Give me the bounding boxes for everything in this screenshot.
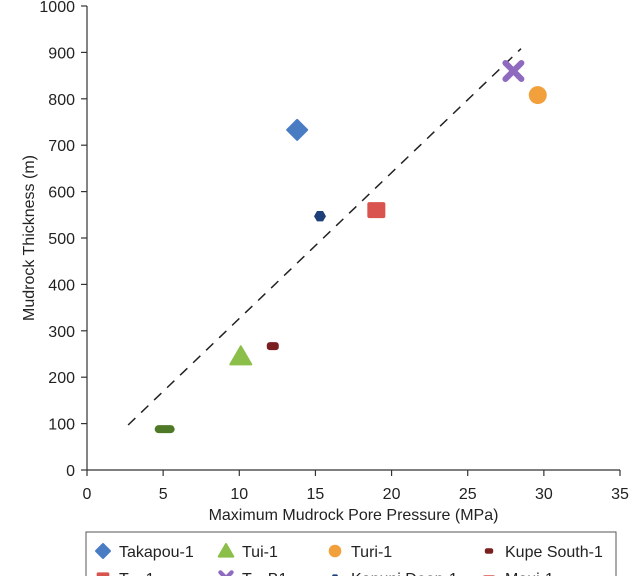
y-tick-label: 400: [48, 277, 75, 294]
legend-marker: [484, 548, 494, 554]
legend-label: Tui-1: [242, 544, 278, 561]
data-point-series-6: [314, 211, 326, 222]
legend-label: Turi-1: [351, 544, 392, 561]
y-tick-label: 500: [48, 231, 75, 248]
y-tick-label: 600: [48, 185, 75, 202]
legend: Takapou-1 Tui-1 Turi-1 Kupe South-1 T...-1 T.…: [85, 531, 617, 576]
data-point-series-7: [154, 425, 175, 434]
y-tick-label: 200: [48, 370, 75, 387]
data-point-kupe-south-1: [266, 342, 279, 351]
trendline-group: [127, 48, 522, 426]
legend-marker: [218, 570, 234, 576]
data-point-turi-1: [528, 86, 547, 105]
x-tick-label: 20: [383, 486, 401, 503]
legend-marker: [328, 544, 342, 558]
legend-marker: [96, 572, 110, 576]
data-point-tui-1: [229, 345, 253, 366]
data-point-takapou-1: [286, 118, 309, 141]
axes: 0 100 200 300 400 500 600 700 800 900 1000 0 5 10 15 20…: [21, 0, 629, 524]
y-tick-label: 300: [48, 324, 75, 341]
legend-label: Takapou-1: [119, 544, 194, 561]
trendline: [127, 48, 522, 426]
data-point-series-5: [502, 59, 525, 82]
x-tick-label: 35: [611, 486, 629, 503]
y-tick-label: 700: [48, 138, 75, 155]
x-tick-label: 5: [159, 486, 168, 503]
y-tick-label: 0: [66, 463, 75, 480]
legend-marker: [217, 543, 235, 558]
x-tick-label: 10: [230, 486, 248, 503]
x-tick-label: 15: [307, 486, 325, 503]
x-tick-label: 0: [83, 486, 92, 503]
legend-label: T... B1: [242, 571, 287, 576]
legend-label: Kupe South-1: [505, 544, 603, 561]
legend-label: T...-1: [119, 571, 155, 576]
y-tick-label: 800: [48, 92, 75, 109]
y-tick-label: 100: [48, 417, 75, 434]
x-axis-title: Maximum Mudrock Pore Pressure (MPa): [209, 507, 499, 524]
legend-label: Kapuni Deep-1: [351, 571, 458, 576]
x-tick-label: 25: [459, 486, 477, 503]
y-tick-label: 900: [48, 45, 75, 62]
data-points: [154, 59, 547, 434]
legend-box: [85, 531, 617, 576]
y-axis-title: Mudrock Thickness (m): [21, 155, 38, 321]
data-point-series-4: [367, 202, 386, 219]
y-tick-label: 1000: [39, 0, 75, 16]
x-tick-label: 30: [535, 486, 553, 503]
legend-label: Maui-1: [505, 571, 554, 576]
legend-marker: [95, 543, 111, 559]
